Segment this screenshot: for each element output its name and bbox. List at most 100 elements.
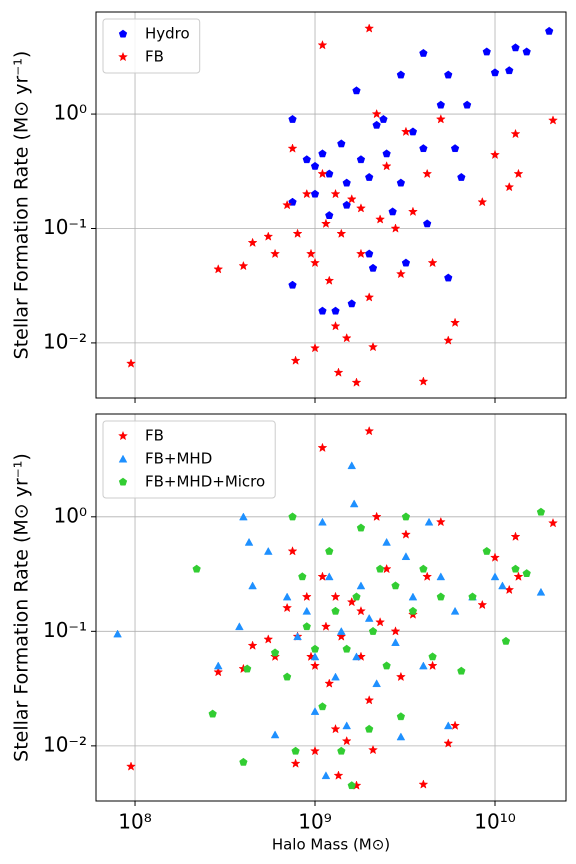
point bbox=[310, 745, 320, 756]
point bbox=[287, 546, 298, 556]
point bbox=[391, 638, 400, 646]
point bbox=[317, 168, 328, 179]
legend-marker bbox=[118, 477, 128, 486]
point bbox=[239, 757, 248, 766]
point bbox=[321, 771, 331, 780]
point bbox=[504, 584, 515, 595]
point bbox=[290, 758, 301, 768]
point bbox=[381, 161, 392, 171]
point bbox=[239, 512, 248, 521]
point bbox=[400, 529, 411, 539]
plot-area bbox=[126, 23, 558, 387]
point bbox=[407, 206, 418, 216]
point bbox=[490, 552, 500, 562]
point bbox=[347, 461, 357, 470]
point bbox=[364, 23, 375, 33]
point bbox=[419, 144, 428, 153]
point bbox=[371, 108, 382, 119]
point bbox=[368, 341, 378, 352]
point bbox=[382, 149, 391, 158]
point bbox=[419, 48, 428, 57]
point bbox=[263, 546, 273, 555]
point bbox=[288, 280, 297, 289]
point bbox=[396, 712, 406, 721]
point bbox=[536, 587, 546, 596]
point bbox=[263, 231, 274, 241]
point bbox=[382, 537, 391, 546]
point bbox=[292, 228, 303, 238]
point bbox=[302, 622, 311, 631]
point bbox=[318, 517, 327, 526]
point bbox=[364, 425, 375, 436]
point bbox=[436, 100, 445, 109]
point bbox=[263, 634, 274, 644]
point bbox=[330, 591, 341, 602]
point bbox=[395, 268, 406, 279]
point bbox=[317, 442, 328, 453]
point bbox=[372, 679, 381, 688]
point bbox=[337, 139, 346, 148]
point bbox=[330, 320, 341, 331]
point bbox=[298, 572, 307, 581]
point bbox=[320, 218, 331, 228]
point bbox=[318, 306, 327, 315]
point bbox=[490, 68, 500, 77]
point bbox=[388, 207, 397, 216]
point bbox=[282, 592, 292, 601]
point bbox=[422, 168, 433, 179]
point bbox=[401, 512, 411, 521]
point bbox=[352, 592, 361, 601]
point bbox=[247, 640, 258, 650]
y-tick-label: 10⁻¹ bbox=[43, 215, 87, 239]
point bbox=[325, 169, 334, 178]
point bbox=[244, 537, 254, 546]
point bbox=[288, 114, 297, 123]
point bbox=[352, 86, 361, 95]
point bbox=[356, 155, 366, 164]
point bbox=[490, 149, 500, 160]
point bbox=[331, 606, 340, 615]
point bbox=[365, 249, 374, 258]
point bbox=[213, 661, 223, 670]
point bbox=[424, 517, 434, 526]
point bbox=[408, 592, 418, 601]
point bbox=[396, 178, 406, 187]
point bbox=[324, 678, 335, 688]
point bbox=[371, 511, 382, 522]
point bbox=[450, 606, 460, 615]
point bbox=[522, 569, 531, 577]
point bbox=[510, 128, 521, 139]
point bbox=[436, 572, 446, 581]
point bbox=[342, 178, 351, 187]
point bbox=[368, 263, 378, 272]
point bbox=[408, 606, 418, 615]
point bbox=[270, 730, 280, 739]
point bbox=[347, 781, 356, 790]
point bbox=[482, 47, 491, 56]
point bbox=[342, 644, 351, 653]
point bbox=[333, 367, 344, 377]
point bbox=[435, 114, 446, 124]
point bbox=[247, 237, 258, 248]
point bbox=[320, 621, 331, 631]
point bbox=[490, 572, 500, 581]
axes-frame bbox=[95, 11, 567, 399]
point bbox=[243, 664, 252, 673]
point bbox=[408, 127, 418, 136]
point bbox=[450, 144, 460, 153]
point bbox=[522, 47, 531, 56]
point bbox=[356, 248, 366, 259]
point bbox=[349, 499, 359, 508]
point bbox=[310, 660, 320, 671]
point bbox=[450, 720, 461, 730]
point bbox=[444, 273, 453, 282]
x-axis-label: Halo Mass (M⊙) bbox=[272, 836, 390, 854]
point bbox=[301, 188, 312, 199]
point bbox=[238, 260, 249, 271]
point bbox=[282, 672, 292, 681]
point bbox=[379, 114, 388, 123]
point bbox=[382, 661, 391, 670]
point bbox=[401, 258, 411, 267]
point bbox=[400, 126, 411, 137]
legend-label: FB bbox=[145, 427, 164, 445]
